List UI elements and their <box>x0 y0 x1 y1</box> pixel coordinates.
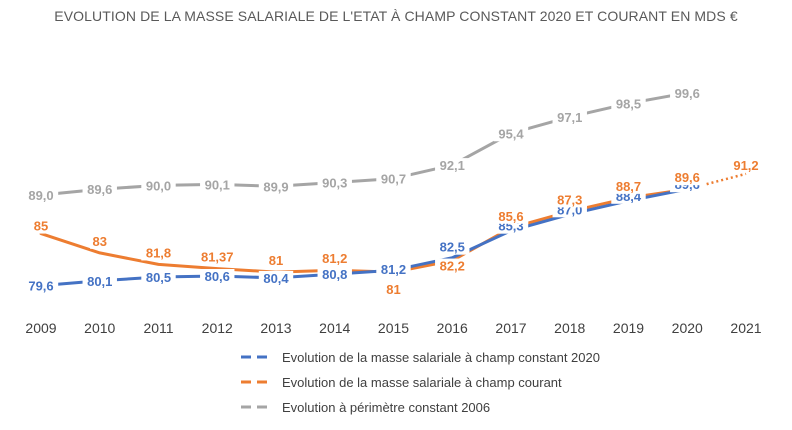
data-label: 88,7 <box>616 179 641 194</box>
data-label-background <box>200 269 235 284</box>
data-label-background <box>552 109 587 125</box>
data-label-background <box>383 282 404 298</box>
series-line <box>39 187 689 288</box>
x-tick-label: 2012 <box>202 320 233 336</box>
x-tick-label: 2010 <box>84 320 115 336</box>
series-line <box>39 91 689 197</box>
data-label-background <box>493 208 529 224</box>
data-label: 80,4 <box>263 271 289 286</box>
data-label: 81 <box>269 253 283 268</box>
data-label-background <box>82 182 117 198</box>
data-label-background <box>728 157 764 173</box>
data-label: 90,0 <box>146 178 171 193</box>
x-tick-label: 2013 <box>260 320 291 336</box>
data-label: 97,1 <box>557 110 582 125</box>
legend-label: Evolution à périmètre constant 2006 <box>282 400 490 415</box>
data-label: 91,2 <box>733 158 758 173</box>
data-label: 85,6 <box>498 209 523 224</box>
data-label: 89,6 <box>675 170 700 185</box>
legend: Evolution de la masse salariale à champ … <box>241 350 600 415</box>
data-label-background <box>552 192 587 208</box>
x-axis-ticks: 2009 2010 2011 2012 2013 2014 2015 2016 2017 2018… <box>25 320 761 336</box>
x-tick-label: 2009 <box>25 320 56 336</box>
data-label: 92,1 <box>440 158 465 173</box>
data-label-background <box>258 270 294 286</box>
x-tick-label: 2019 <box>613 320 644 336</box>
data-label-background <box>141 269 176 285</box>
data-label-background <box>317 175 352 191</box>
data-label-background <box>493 126 529 142</box>
data-label: 90,7 <box>381 172 406 187</box>
data-label: 90,3 <box>322 175 347 190</box>
data-label-background <box>23 278 59 294</box>
x-tick-label: 2014 <box>319 320 350 336</box>
x-tick-label: 2018 <box>554 320 585 336</box>
data-label: 81,2 <box>322 251 347 266</box>
data-label-background <box>317 251 352 267</box>
data-label-background <box>670 85 705 101</box>
data-label-background <box>141 245 176 261</box>
data-label-background <box>435 258 470 274</box>
data-label: 83 <box>93 234 107 249</box>
data-label: 81,37 <box>201 250 234 265</box>
data-label: 95,4 <box>498 126 524 141</box>
data-label: 85 <box>34 219 48 234</box>
data-label-background <box>258 179 294 195</box>
data-label: 80,6 <box>205 269 230 284</box>
data-label-background <box>266 253 286 269</box>
series-line <box>39 187 689 274</box>
data-label-background <box>670 170 705 186</box>
data-label-background <box>611 178 646 194</box>
data-label: 89,6 <box>87 182 112 197</box>
legend-label: Evolution de la masse salariale à champ … <box>282 350 600 365</box>
data-label: 82,2 <box>440 259 465 274</box>
data-label-background <box>435 158 470 174</box>
data-label-background <box>141 178 176 194</box>
data-label-background <box>31 218 51 234</box>
data-label-background <box>376 262 411 278</box>
x-tick-label: 2020 <box>672 320 703 336</box>
data-label: 79,6 <box>28 279 53 294</box>
data-label: 80,8 <box>322 267 347 282</box>
data-label: 89,0 <box>28 188 53 203</box>
x-tick-label: 2017 <box>495 320 526 336</box>
data-label-background <box>23 188 59 203</box>
data-label-background <box>90 233 110 249</box>
data-label: 81,2 <box>381 262 406 277</box>
data-label: 99,6 <box>675 86 700 101</box>
data-label: 87,3 <box>557 192 582 207</box>
chart-title: EVOLUTION DE LA MASSE SALARIALE DE L'ETA… <box>54 8 738 24</box>
data-label: 90,1 <box>205 177 230 192</box>
data-label-background <box>317 267 352 283</box>
legend-label: Evolution de la masse salariale à champ … <box>282 375 562 390</box>
data-labels: 79,6 80,1 80,5 80,6 80,4 80,8 81,282,585,387,0… <box>23 85 764 298</box>
x-tick-label: 2016 <box>437 320 468 336</box>
data-label: 81 <box>386 282 400 297</box>
data-label-background <box>376 171 411 187</box>
data-label: 82,5 <box>440 240 465 255</box>
data-label: 80,5 <box>146 270 171 285</box>
data-label-background <box>82 273 117 289</box>
data-label: 89,9 <box>263 179 288 194</box>
x-tick-label: 2015 <box>378 320 409 336</box>
x-tick-label: 2011 <box>143 320 173 336</box>
data-label-background <box>200 177 235 193</box>
data-label-background <box>435 239 470 255</box>
data-label-background <box>611 96 646 112</box>
data-label: 80,1 <box>87 274 112 289</box>
data-label: 81,8 <box>146 245 171 260</box>
data-label-background <box>196 249 239 265</box>
data-label: 98,5 <box>616 96 641 111</box>
x-tick-label: 2021 <box>730 320 761 336</box>
